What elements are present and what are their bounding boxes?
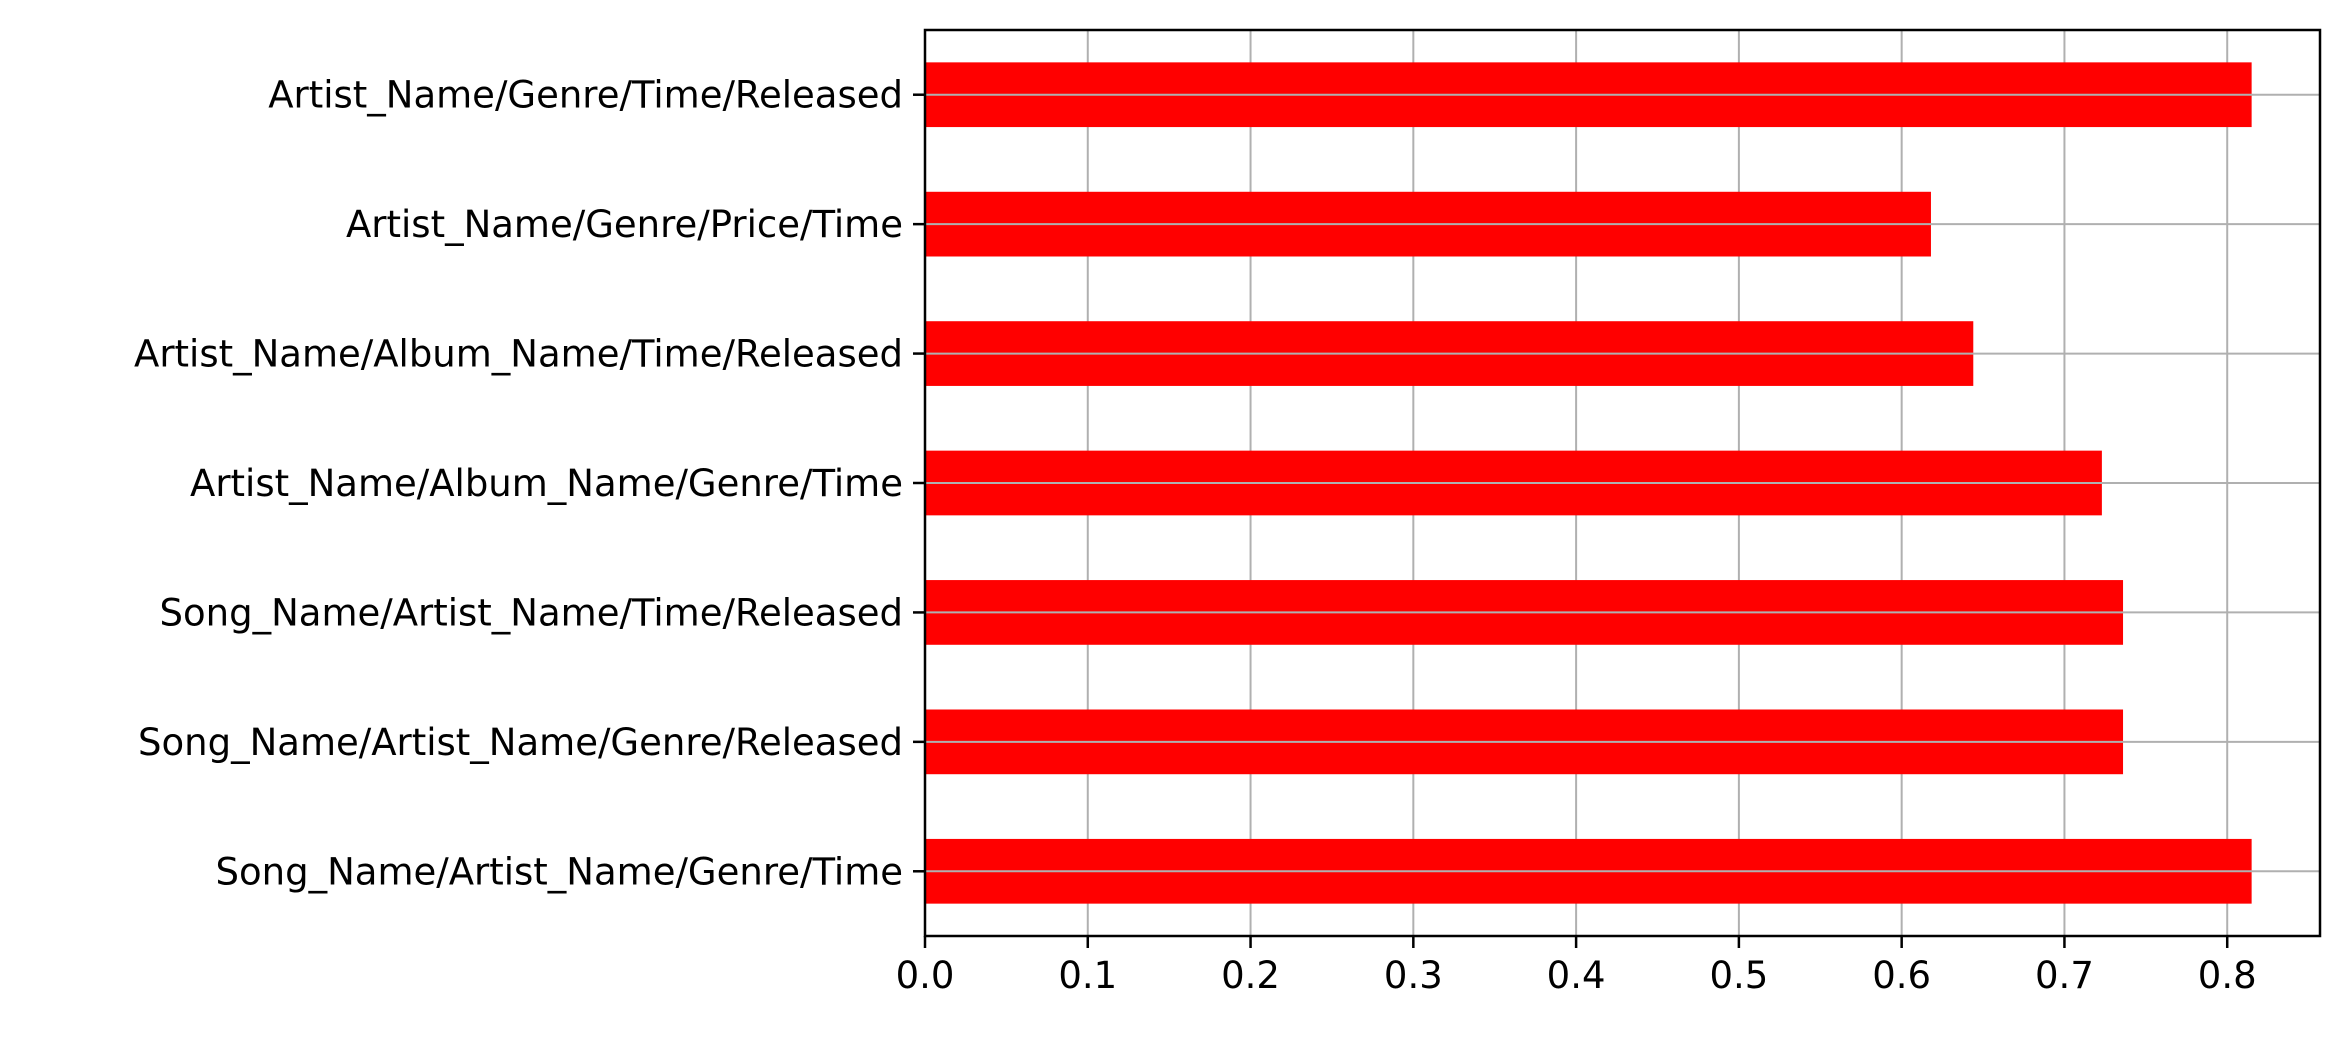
x-tick-label: 0.6 xyxy=(1872,954,1931,997)
x-tick-label: 0.0 xyxy=(896,954,955,997)
y-category-label: Song_Name/Artist_Name/Genre/Time xyxy=(216,850,903,893)
x-tick-label: 0.5 xyxy=(1709,954,1768,997)
y-category-label: Artist_Name/Album_Name/Genre/Time xyxy=(190,462,903,505)
x-tick-label: 0.7 xyxy=(2035,954,2094,997)
x-tick-label: 0.1 xyxy=(1058,954,1117,997)
x-tick-label: 0.3 xyxy=(1384,954,1443,997)
y-category-label: Artist_Name/Genre/Price/Time xyxy=(346,203,903,246)
y-category-label: Song_Name/Artist_Name/Genre/Released xyxy=(138,721,903,764)
y-category-label: Song_Name/Artist_Name/Time/Released xyxy=(160,591,903,634)
x-tick-label: 0.4 xyxy=(1547,954,1606,997)
y-category-label: Artist_Name/Album_Name/Time/Released xyxy=(134,333,903,376)
y-category-label: Artist_Name/Genre/Time/Released xyxy=(268,74,903,117)
x-tick-label: 0.8 xyxy=(2198,954,2257,997)
category-grid-lines xyxy=(925,93,2320,873)
y-category-labels: Artist_Name/Genre/Time/Released Artist_Na… xyxy=(134,74,903,894)
axis-ticks xyxy=(913,93,2229,948)
x-tick-label: 0.2 xyxy=(1221,954,1280,997)
x-tick-labels: 0.0 0.1 0.2 0.3 0.4 0.5 0.6 0.7 0.8 xyxy=(896,954,2257,997)
